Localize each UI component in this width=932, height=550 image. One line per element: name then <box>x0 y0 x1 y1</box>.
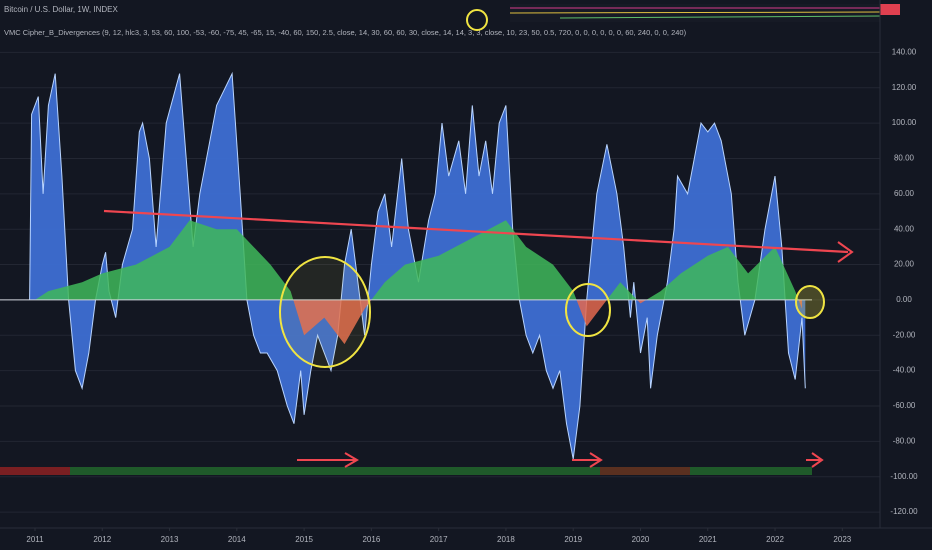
signal-bar <box>0 467 70 475</box>
x-tick-label: 2021 <box>699 535 717 544</box>
signal-bar <box>0 467 812 475</box>
plot <box>0 71 812 460</box>
y-tick-label: -60.00 <box>893 401 916 410</box>
price-line <box>559 15 881 19</box>
axes: 140.00 120.00 100.00 80.00 60.00 40.00 20.00 0.… <box>26 47 918 544</box>
price-tag <box>880 4 900 15</box>
y-tick-label: -80.00 <box>893 436 916 445</box>
y-tick-label: 140.00 <box>892 47 917 56</box>
y-tick-label: -20.00 <box>893 330 916 339</box>
y-tick-label: -120.00 <box>890 507 918 516</box>
y-tick-label: 40.00 <box>894 224 915 233</box>
y-tick-label: 0.00 <box>896 295 912 304</box>
x-tick-label: 2019 <box>564 535 582 544</box>
x-tick-label: 2023 <box>833 535 851 544</box>
y-tick-label: -40.00 <box>893 366 916 375</box>
y-tick-label: 80.00 <box>894 154 915 163</box>
highlight-circle <box>795 285 825 319</box>
signal-bar <box>600 467 690 475</box>
wave-area <box>29 73 806 459</box>
arrow <box>297 452 359 468</box>
x-tick-label: 2020 <box>632 535 650 544</box>
wave-line <box>29 71 806 460</box>
y-tick-label: -100.00 <box>890 472 918 481</box>
x-tick-label: 2012 <box>93 535 111 544</box>
highlight-circle <box>279 256 371 368</box>
annotations <box>0 9 854 475</box>
x-tick-label: 2011 <box>26 535 44 544</box>
x-tick-label: 2015 <box>295 535 313 544</box>
money-flow-area-positive <box>35 220 802 300</box>
x-tick-label: 2018 <box>497 535 515 544</box>
arrow-head <box>837 241 854 263</box>
arrow <box>806 452 824 468</box>
y-tick-label: 60.00 <box>894 189 915 198</box>
y-tick-label: 100.00 <box>892 118 917 127</box>
x-tick-label: 2017 <box>430 535 448 544</box>
arrow <box>572 452 603 468</box>
y-tick-label: 20.00 <box>894 260 915 269</box>
chart-title: Bitcoin / U.S. Dollar, 1W, INDEX <box>4 5 118 14</box>
indicator-label: VMC Cipher_B_Divergences (9, 12, hlc3, 3… <box>4 28 687 37</box>
y-tick-label: 120.00 <box>892 83 917 92</box>
highlight-circle <box>565 283 611 337</box>
x-tick-label: 2016 <box>362 535 380 544</box>
highlight-circle <box>466 9 488 31</box>
money-flow-area-negative <box>293 299 802 345</box>
x-tick-label: 2013 <box>161 535 179 544</box>
price-line <box>509 11 881 14</box>
trend-line <box>103 209 849 254</box>
x-tick-label: 2022 <box>766 535 784 544</box>
x-tick-label: 2014 <box>228 535 246 544</box>
